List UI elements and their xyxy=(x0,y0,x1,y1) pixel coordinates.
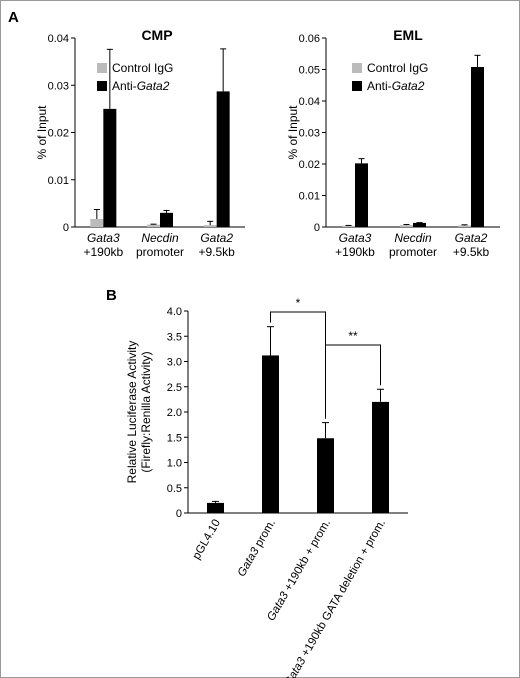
bar-anti-gata2 xyxy=(160,212,173,227)
bar-luciferase xyxy=(207,502,224,513)
significance-label: ** xyxy=(348,329,358,343)
legend-entry: Anti-Gata2 xyxy=(112,79,170,93)
bar-control-igg xyxy=(203,225,217,227)
y-tick-label: 0.01 xyxy=(48,175,69,187)
bar-anti-gata2 xyxy=(355,163,368,227)
bar-luciferase xyxy=(262,355,279,513)
y-tick-label: 0.05 xyxy=(299,65,320,77)
y-axis-label: Relative Luciferase Activity xyxy=(125,341,139,484)
y-tick-label: 4.0 xyxy=(167,306,182,318)
y-tick-label: 2.0 xyxy=(167,407,182,419)
y-tick-label: 0.02 xyxy=(299,159,320,171)
legend-swatch xyxy=(97,63,107,73)
bar-luciferase xyxy=(317,438,334,513)
x-tick-label: pGL4.10 xyxy=(191,518,223,562)
panel-b-label: B xyxy=(106,287,117,304)
y-tick-label: 0.04 xyxy=(48,33,69,45)
y-tick-label: 0 xyxy=(176,508,182,520)
x-tick-label: Necdin xyxy=(394,231,432,245)
y-tick-label: 0.03 xyxy=(299,128,320,140)
chart-cmp: CMP % of Input 0 0.01 0.02 0.03 0.04 Gata3+190k… xyxy=(35,27,245,259)
x-tick-label-line2: promoter xyxy=(136,245,184,259)
legend-swatch xyxy=(352,63,362,73)
bar-anti-gata2 xyxy=(413,222,426,227)
panel-a-label: A xyxy=(8,9,19,26)
bar-control-igg xyxy=(90,218,104,227)
chart-title: CMP xyxy=(141,27,172,43)
legend-swatch xyxy=(97,81,107,91)
x-tick-label: Gata3 +190kb GATA deletion + prom. xyxy=(282,518,388,678)
chart-luciferase: Relative Luciferase Activity (Firefly:Ren… xyxy=(125,296,408,678)
x-tick-label: Necdin xyxy=(141,231,179,245)
bar-control-igg xyxy=(458,225,471,227)
bar-control-igg xyxy=(400,225,413,227)
x-tick-label-line2: +190kb xyxy=(83,245,123,259)
y-axis-label: % of Input xyxy=(286,105,300,160)
x-tick-label-line2: promoter xyxy=(389,245,437,259)
bar-control-igg xyxy=(342,225,355,227)
bar-luciferase xyxy=(372,401,389,513)
x-tick-label-line2: +190kb xyxy=(335,245,375,259)
y-tick-label: 0 xyxy=(314,222,320,234)
significance-bracket xyxy=(325,344,381,419)
legend-entry: Control IgG xyxy=(367,61,428,75)
chart-eml: EML % of Input 0 0.01 0.02 0.03 0.04 0.05 0.06 Ga… xyxy=(286,27,500,259)
legend-entry: Control IgG xyxy=(112,61,173,75)
bar-anti-gata2 xyxy=(471,66,484,227)
y-tick-label: 3.0 xyxy=(167,357,182,369)
significance-label: * xyxy=(296,296,301,310)
y-tick-label: 0.03 xyxy=(48,80,69,92)
bar-anti-gata2 xyxy=(216,91,230,227)
y-tick-label: 0.01 xyxy=(299,191,320,203)
x-tick-label: Gata2 xyxy=(455,231,488,245)
y-axis-label: % of Input xyxy=(35,105,49,160)
y-tick-label: 0.04 xyxy=(299,96,320,108)
bar-anti-gata2 xyxy=(103,108,117,227)
y-tick-label: 1.0 xyxy=(167,458,182,470)
x-tick-label-line2: +9.5kb xyxy=(198,245,235,259)
legend-swatch xyxy=(352,81,362,91)
y-tick-label: 1.5 xyxy=(167,432,182,444)
x-tick-label: Gata3 prom. xyxy=(236,518,278,579)
x-tick-label: Gata3 +190kb + prom. xyxy=(265,518,333,624)
x-tick-label: Gata2 xyxy=(200,231,233,245)
y-axis-label-line2: (Firefly:Renilla Activity) xyxy=(139,351,153,472)
y-tick-label: 0.02 xyxy=(48,128,69,140)
y-tick-label: 0.5 xyxy=(167,483,182,495)
y-tick-label: 2.5 xyxy=(167,382,182,394)
chart-title: EML xyxy=(393,27,423,43)
x-tick-label: Gata3 xyxy=(87,231,120,245)
legend-entry: Anti-Gata2 xyxy=(367,79,425,93)
bar-control-igg xyxy=(147,224,160,227)
x-tick-label-line2: +9.5kb xyxy=(453,245,490,259)
y-tick-label: 3.5 xyxy=(167,331,182,343)
y-tick-label: 0.06 xyxy=(299,33,320,45)
y-tick-label: 0 xyxy=(63,222,69,234)
x-tick-label: Gata3 xyxy=(339,231,372,245)
